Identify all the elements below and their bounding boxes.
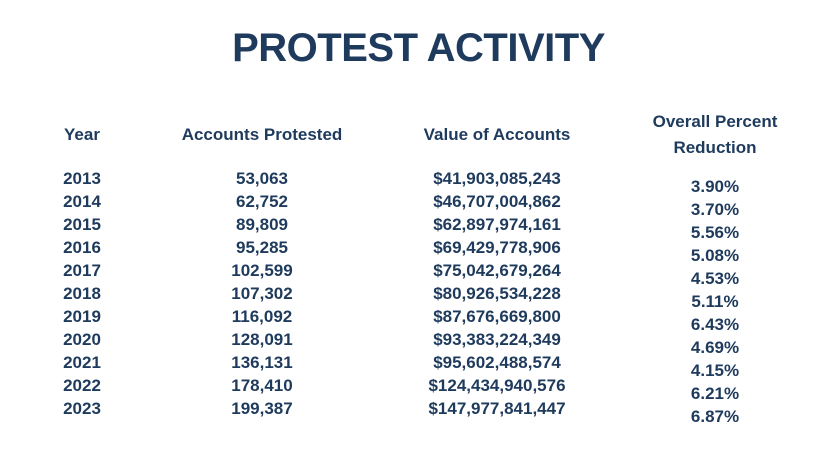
column-header-value-of-accounts: Value of Accounts [423, 125, 571, 144]
table-cell-year: 2018 [63, 284, 101, 303]
column-header-year: Year [64, 125, 100, 144]
column-value-of-accounts: Value of Accounts $41,903,085,243 $46,707… [380, 108, 614, 428]
column-year: Year 2013 2014 2015 2016 2017 2018 2019 2020 202… [40, 108, 124, 428]
table-cell-accounts-protested: 136,131 [231, 353, 293, 372]
table-cell-overall-percent-reduction: 5.56% [690, 223, 740, 242]
table-cell-value-of-accounts: $95,602,488,574 [433, 353, 561, 372]
table-cell-overall-percent-reduction: 4.15% [690, 361, 740, 380]
page-title: PROTEST ACTIVITY [232, 26, 605, 70]
protest-activity-table: Year 2013 2014 2015 2016 2017 2018 2019 2020 202… [0, 108, 837, 428]
column-header-overall-percent-reduction: Overall Percent Reduction [652, 112, 778, 157]
column-header-accounts-protested: Accounts Protested [181, 125, 343, 144]
column-values-accounts-protested: 53,063 62,752 89,809 95,285 102,599 107,302 11… [150, 167, 374, 420]
table-cell-accounts-protested: 62,752 [236, 192, 288, 211]
column-values-overall-percent-reduction: 3.90% 3.70% 5.56% 5.08% 4.53% 5.11% 6.43% 4.69%… [625, 175, 805, 428]
column-overall-percent-reduction: Overall Percent Reduction 3.90% 3.70% 5.56… [625, 108, 805, 428]
column-values-value-of-accounts: $41,903,085,243 $46,707,004,862 $62,897,97… [380, 167, 614, 420]
table-cell-overall-percent-reduction: 6.43% [690, 315, 740, 334]
table-cell-year: 2022 [63, 376, 101, 395]
table-cell-value-of-accounts: $87,676,669,800 [433, 307, 561, 326]
table-cell-overall-percent-reduction: 3.90% [690, 177, 740, 196]
table-cell-overall-percent-reduction: 4.53% [690, 269, 740, 288]
table-cell-overall-percent-reduction: 3.70% [690, 200, 740, 219]
table-cell-value-of-accounts: $75,042,679,264 [433, 261, 561, 280]
table-cell-accounts-protested: 102,599 [231, 261, 293, 280]
table-cell-accounts-protested: 53,063 [236, 169, 288, 188]
table-cell-overall-percent-reduction: 5.11% [691, 292, 739, 311]
table-cell-value-of-accounts: $62,897,974,161 [433, 215, 561, 234]
table-cell-overall-percent-reduction: 6.21% [690, 384, 740, 403]
table-cell-year: 2020 [63, 330, 101, 349]
table-cell-accounts-protested: 128,091 [231, 330, 293, 349]
table-cell-value-of-accounts: $124,434,940,576 [428, 376, 566, 395]
table-cell-overall-percent-reduction: 6.87% [690, 407, 740, 426]
table-cell-year: 2019 [63, 307, 101, 326]
table-cell-accounts-protested: 107,302 [231, 284, 293, 303]
table-cell-overall-percent-reduction: 4.69% [690, 338, 740, 357]
table-cell-year: 2023 [63, 399, 101, 418]
table-cell-year: 2014 [63, 192, 101, 211]
table-cell-accounts-protested: 95,285 [236, 238, 288, 257]
table-cell-value-of-accounts: $147,977,841,447 [428, 399, 566, 418]
table-cell-accounts-protested: 178,410 [231, 376, 293, 395]
table-cell-value-of-accounts: $41,903,085,243 [433, 169, 561, 188]
table-cell-year: 2021 [63, 353, 101, 372]
table-cell-accounts-protested: 116,092 [231, 307, 293, 326]
table-cell-accounts-protested: 89,809 [236, 215, 288, 234]
column-values-year: 2013 2014 2015 2016 2017 2018 2019 2020 2021 2022… [40, 167, 124, 420]
table-cell-year: 2017 [63, 261, 101, 280]
table-cell-value-of-accounts: $46,707,004,862 [433, 192, 561, 211]
table-cell-value-of-accounts: $80,926,534,228 [433, 284, 561, 303]
table-cell-year: 2015 [63, 215, 101, 234]
table-cell-overall-percent-reduction: 5.08% [690, 246, 740, 265]
table-cell-value-of-accounts: $69,429,778,906 [433, 238, 561, 257]
table-cell-accounts-protested: 199,387 [231, 399, 293, 418]
column-accounts-protested: Accounts Protested 53,063 62,752 89,809 95,… [150, 108, 374, 428]
table-cell-value-of-accounts: $93,383,224,349 [433, 330, 561, 349]
table-cell-year: 2016 [63, 238, 101, 257]
table-cell-year: 2013 [63, 169, 101, 188]
